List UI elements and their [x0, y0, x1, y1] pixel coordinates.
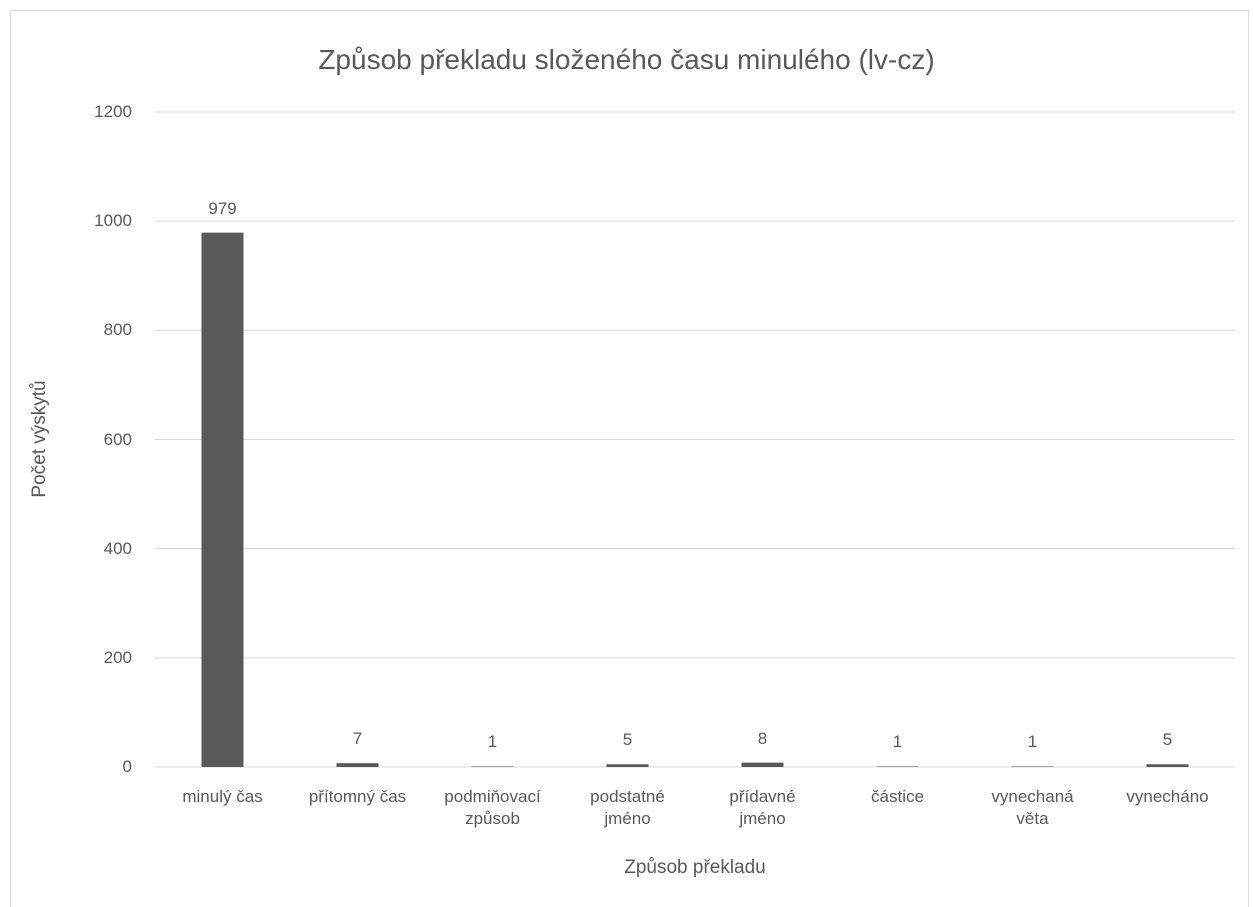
x-tick-label: minulý čas — [182, 787, 263, 806]
y-tick-label: 400 — [103, 538, 132, 558]
data-label: 979 — [208, 198, 237, 218]
bar — [471, 766, 514, 767]
bar — [1146, 764, 1189, 767]
data-label: 1 — [487, 732, 498, 752]
data-label: 7 — [352, 729, 363, 749]
chart-border — [10, 10, 1249, 907]
data-label: 1 — [1027, 732, 1038, 752]
y-tick-label: 1000 — [94, 211, 132, 231]
y-tick-label: 800 — [103, 320, 132, 340]
bar — [1011, 766, 1054, 767]
y-tick-label: 0 — [122, 757, 132, 776]
x-tick-label: přítomný čas — [308, 787, 407, 806]
y-axis-title: Počet výskytů — [29, 380, 50, 498]
bar — [741, 762, 784, 767]
bar — [606, 764, 649, 767]
x-tick-label: přídavné jméno — [729, 787, 796, 828]
bar — [336, 763, 379, 767]
bar — [876, 766, 919, 767]
data-label: 1 — [892, 732, 903, 752]
x-tick-label: podmiňovací způsob — [444, 787, 541, 828]
x-axis-title: Způsob překladu — [624, 857, 766, 878]
data-label: 5 — [1162, 730, 1173, 750]
y-tick-label: 1200 — [94, 102, 132, 121]
data-label: 8 — [757, 728, 768, 748]
bar — [201, 232, 244, 768]
x-tick-label: vynecháno — [1126, 787, 1209, 806]
y-tick-label: 200 — [103, 647, 132, 667]
y-tick-label: 600 — [103, 429, 132, 449]
chart-title: Způsob překladu složeného času minulého … — [318, 44, 935, 75]
x-tick-label: podstatné jméno — [590, 787, 665, 828]
data-label: 5 — [622, 730, 633, 750]
x-tick-label: vynechaná věta — [991, 787, 1074, 828]
x-tick-label: částice — [871, 787, 924, 806]
